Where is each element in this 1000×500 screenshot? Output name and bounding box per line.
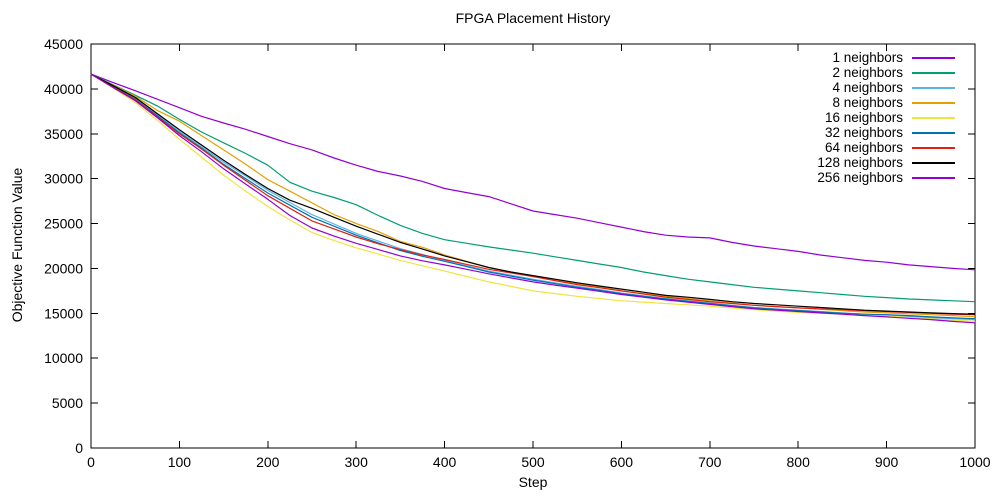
legend-label: 8 neighbors bbox=[832, 95, 903, 110]
series-line-32-neighbors bbox=[90, 73, 976, 320]
series-line-128-neighbors bbox=[90, 73, 976, 315]
series-line-1-neighbors bbox=[90, 73, 976, 271]
legend-label: 256 neighbors bbox=[817, 170, 903, 185]
legend-line-swatch bbox=[912, 161, 955, 164]
legend-item: 64 neighbors bbox=[817, 140, 955, 155]
legend-label: 32 neighbors bbox=[824, 125, 903, 140]
x-tick-label: 800 bbox=[787, 454, 811, 470]
legend-line-swatch bbox=[912, 176, 955, 179]
x-tick-label: 700 bbox=[698, 454, 722, 470]
y-tick-label: 25000 bbox=[44, 216, 83, 232]
legend-line-swatch bbox=[912, 56, 955, 59]
x-tick-label: 0 bbox=[87, 454, 95, 470]
legend-item: 256 neighbors bbox=[817, 170, 955, 185]
legend-line-swatch bbox=[912, 101, 955, 104]
y-tick-label: 40000 bbox=[44, 81, 83, 97]
x-axis-title: Step bbox=[518, 474, 548, 490]
legend: 1 neighbors 2 neighbors 4 neighbors 8 ne… bbox=[817, 50, 955, 185]
x-tick-label: 600 bbox=[610, 454, 634, 470]
legend-line-swatch bbox=[912, 131, 955, 134]
y-tick-label: 5000 bbox=[52, 395, 83, 411]
y-tick-label: 15000 bbox=[44, 305, 83, 321]
x-tick-label: 100 bbox=[168, 454, 192, 470]
x-tick-label: 1000 bbox=[959, 454, 990, 470]
y-tick-label: 30000 bbox=[44, 171, 83, 187]
y-axis-title-text: Objective Function Value bbox=[9, 167, 25, 323]
legend-item: 2 neighbors bbox=[817, 65, 955, 80]
legend-item: 1 neighbors bbox=[817, 50, 955, 65]
x-tick-label: 500 bbox=[521, 454, 545, 470]
legend-item: 16 neighbors bbox=[817, 110, 955, 125]
series-line-64-neighbors bbox=[90, 73, 976, 316]
legend-label: 2 neighbors bbox=[832, 65, 903, 80]
legend-line-swatch bbox=[912, 116, 955, 119]
legend-label: 128 neighbors bbox=[817, 155, 903, 170]
chart-title: FPGA Placement History bbox=[455, 10, 611, 26]
legend-item: 32 neighbors bbox=[817, 125, 955, 140]
legend-item: 128 neighbors bbox=[817, 155, 955, 170]
legend-item: 8 neighbors bbox=[817, 95, 955, 110]
x-tick-label: 200 bbox=[256, 454, 280, 470]
legend-label: 64 neighbors bbox=[824, 140, 903, 155]
legend-line-swatch bbox=[912, 86, 955, 89]
y-tick-label: 35000 bbox=[44, 126, 83, 142]
legend-label: 16 neighbors bbox=[824, 110, 903, 125]
y-tick-label: 45000 bbox=[44, 36, 83, 52]
legend-line-swatch bbox=[912, 71, 955, 74]
y-tick-label: 20000 bbox=[44, 260, 83, 276]
x-tick-label: 300 bbox=[345, 454, 369, 470]
legend-label: 1 neighbors bbox=[832, 50, 903, 65]
legend-item: 4 neighbors bbox=[817, 80, 955, 95]
y-tick-label: 0 bbox=[75, 440, 83, 456]
legend-line-swatch bbox=[912, 146, 955, 149]
x-tick-label: 900 bbox=[875, 454, 899, 470]
series-line-2-neighbors bbox=[90, 73, 976, 303]
series-line-256-neighbors bbox=[90, 73, 976, 324]
x-tick-label: 400 bbox=[433, 454, 457, 470]
legend-label: 4 neighbors bbox=[832, 80, 903, 95]
y-tick-label: 10000 bbox=[44, 350, 83, 366]
